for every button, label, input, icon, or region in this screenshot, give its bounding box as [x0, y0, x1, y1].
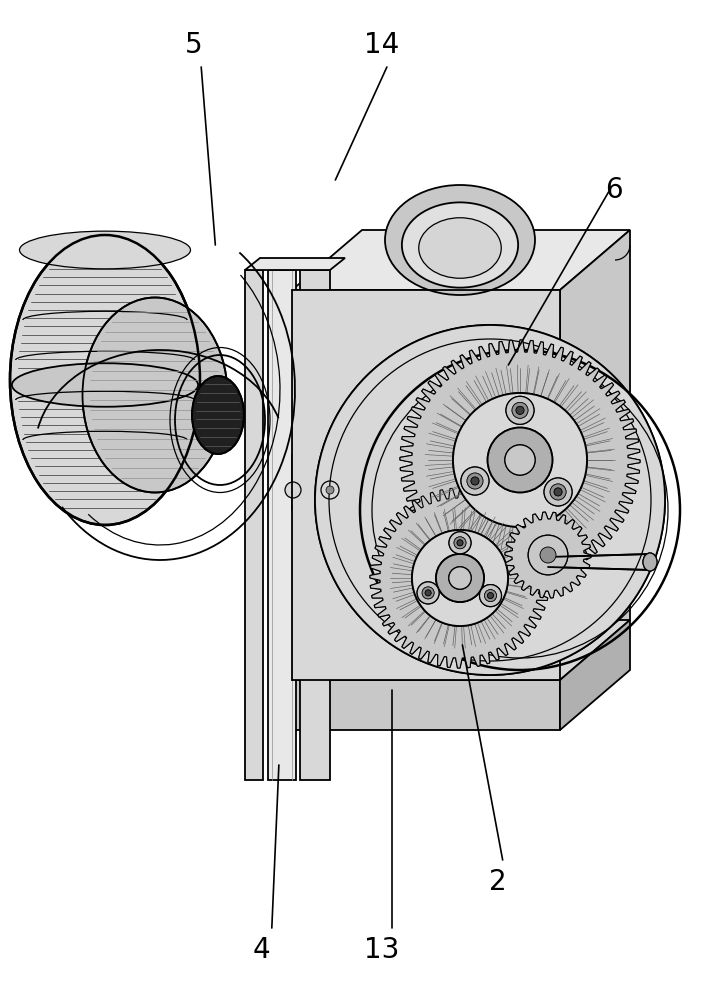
- Circle shape: [505, 445, 535, 475]
- Circle shape: [550, 484, 566, 500]
- Circle shape: [412, 530, 508, 626]
- Circle shape: [550, 484, 566, 500]
- Circle shape: [505, 445, 535, 475]
- Text: 5: 5: [186, 31, 203, 59]
- Circle shape: [484, 590, 496, 602]
- Circle shape: [488, 428, 552, 492]
- Circle shape: [453, 393, 587, 527]
- Circle shape: [412, 530, 508, 626]
- Circle shape: [487, 593, 493, 599]
- Polygon shape: [292, 455, 330, 510]
- Polygon shape: [268, 270, 296, 780]
- Circle shape: [540, 547, 556, 563]
- Circle shape: [422, 587, 434, 599]
- Circle shape: [471, 477, 479, 485]
- Ellipse shape: [10, 235, 200, 525]
- Polygon shape: [370, 488, 550, 668]
- Circle shape: [315, 325, 665, 675]
- Circle shape: [512, 402, 528, 418]
- Circle shape: [425, 590, 431, 596]
- Polygon shape: [505, 512, 591, 598]
- Text: 14: 14: [364, 31, 399, 59]
- Polygon shape: [292, 290, 560, 680]
- Circle shape: [374, 392, 386, 404]
- Polygon shape: [560, 620, 630, 730]
- Text: 6: 6: [606, 176, 623, 204]
- Circle shape: [554, 488, 562, 496]
- Circle shape: [467, 473, 483, 489]
- Circle shape: [528, 535, 568, 575]
- Circle shape: [484, 590, 496, 602]
- Circle shape: [321, 481, 339, 499]
- Circle shape: [540, 547, 556, 563]
- Circle shape: [461, 467, 489, 495]
- Circle shape: [479, 585, 501, 607]
- Circle shape: [467, 473, 483, 489]
- Circle shape: [417, 582, 439, 604]
- Circle shape: [528, 535, 568, 575]
- Ellipse shape: [419, 218, 501, 278]
- Circle shape: [488, 428, 552, 492]
- Text: 13: 13: [364, 936, 399, 964]
- Circle shape: [417, 582, 439, 604]
- Circle shape: [454, 537, 466, 549]
- Polygon shape: [245, 258, 345, 270]
- Polygon shape: [505, 512, 591, 598]
- Text: 2: 2: [489, 868, 506, 896]
- Polygon shape: [292, 290, 560, 680]
- Ellipse shape: [402, 202, 518, 288]
- Circle shape: [512, 402, 528, 418]
- Polygon shape: [292, 620, 630, 680]
- Circle shape: [506, 396, 534, 424]
- Circle shape: [436, 554, 484, 602]
- Circle shape: [506, 396, 534, 424]
- Circle shape: [449, 567, 471, 589]
- Ellipse shape: [643, 553, 657, 571]
- Circle shape: [457, 540, 463, 546]
- Ellipse shape: [20, 231, 191, 269]
- Polygon shape: [400, 340, 640, 580]
- Circle shape: [487, 593, 493, 599]
- Polygon shape: [400, 340, 640, 580]
- Ellipse shape: [12, 363, 198, 407]
- Circle shape: [326, 486, 334, 494]
- Circle shape: [471, 477, 479, 485]
- Polygon shape: [292, 230, 630, 290]
- Circle shape: [425, 590, 431, 596]
- Polygon shape: [560, 230, 630, 680]
- Ellipse shape: [192, 376, 244, 454]
- Polygon shape: [330, 468, 355, 495]
- Circle shape: [516, 406, 524, 414]
- Circle shape: [449, 567, 471, 589]
- Text: 4: 4: [253, 936, 270, 964]
- Circle shape: [516, 406, 524, 414]
- Ellipse shape: [385, 185, 535, 295]
- Ellipse shape: [643, 553, 657, 571]
- Circle shape: [315, 325, 665, 675]
- Circle shape: [453, 393, 587, 527]
- Polygon shape: [300, 270, 330, 780]
- Circle shape: [285, 482, 301, 498]
- Polygon shape: [370, 488, 550, 668]
- Polygon shape: [245, 270, 263, 780]
- Polygon shape: [292, 680, 560, 730]
- Circle shape: [449, 532, 471, 554]
- Circle shape: [461, 467, 489, 495]
- Ellipse shape: [83, 298, 227, 492]
- Circle shape: [422, 587, 434, 599]
- Circle shape: [544, 478, 572, 506]
- Circle shape: [449, 532, 471, 554]
- Circle shape: [544, 478, 572, 506]
- Circle shape: [479, 585, 501, 607]
- Circle shape: [457, 540, 463, 546]
- Circle shape: [436, 554, 484, 602]
- Circle shape: [554, 488, 562, 496]
- Circle shape: [454, 537, 466, 549]
